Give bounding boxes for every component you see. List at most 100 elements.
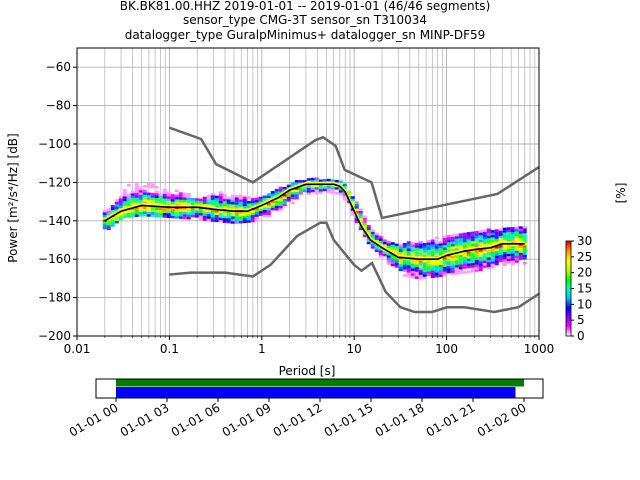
heatmap-cell bbox=[182, 214, 187, 217]
colorbar-label: [%] bbox=[614, 183, 628, 204]
heatmap-cell bbox=[414, 273, 419, 277]
heatmap-cell bbox=[518, 245, 523, 248]
heatmap-cell bbox=[366, 239, 371, 242]
heatmap-cell bbox=[258, 213, 263, 216]
heatmap-cell bbox=[182, 195, 187, 198]
heatmap-cell bbox=[134, 214, 139, 217]
heatmap-cell bbox=[510, 226, 515, 230]
heatmap-cell bbox=[110, 209, 115, 213]
heatmap-cell bbox=[494, 238, 499, 242]
heatmap-cell bbox=[230, 216, 235, 219]
heatmap-cell bbox=[258, 211, 263, 214]
coverage-tick-label: 01-01 09 bbox=[220, 400, 274, 439]
heatmap-cell bbox=[354, 208, 359, 212]
heatmap-cell bbox=[514, 245, 519, 249]
heatmap-cell bbox=[466, 263, 471, 266]
heatmap-cell bbox=[426, 261, 431, 265]
heatmap-cell bbox=[122, 193, 127, 197]
heatmap-cell bbox=[226, 213, 231, 217]
heatmap-cell bbox=[278, 189, 283, 192]
heatmap-cell bbox=[522, 257, 527, 260]
heatmap-cell bbox=[182, 197, 187, 200]
heatmap-cell bbox=[486, 252, 491, 256]
colorbar-segment bbox=[566, 264, 571, 267]
heatmap-cell bbox=[518, 255, 523, 258]
heatmap-cell bbox=[118, 203, 123, 206]
heatmap-cell bbox=[250, 214, 255, 218]
heatmap-cell bbox=[310, 189, 315, 193]
heatmap-cell bbox=[482, 229, 487, 232]
heatmap-cell bbox=[438, 262, 443, 265]
heatmap-cell bbox=[510, 236, 515, 240]
heatmap-cell bbox=[482, 234, 487, 237]
heatmap-cell bbox=[354, 203, 359, 207]
heatmap-cell bbox=[122, 205, 127, 209]
heatmap-cell bbox=[458, 242, 463, 246]
heatmap-cell bbox=[298, 180, 303, 183]
heatmap-cell bbox=[246, 220, 251, 223]
heatmap-cell bbox=[358, 218, 363, 221]
heatmap-cell bbox=[422, 255, 427, 258]
heatmap-cell bbox=[218, 215, 223, 218]
heatmap-cell bbox=[402, 259, 407, 263]
heatmap-cell bbox=[134, 200, 139, 203]
heatmap-cell bbox=[146, 206, 151, 210]
heatmap-cell bbox=[146, 182, 151, 186]
colorbar-segment bbox=[566, 263, 571, 266]
heatmap-cell bbox=[170, 199, 175, 202]
heatmap-cell bbox=[202, 215, 207, 219]
heatmap-cell bbox=[502, 246, 507, 250]
heatmap-cell bbox=[274, 205, 279, 209]
heatmap-cell bbox=[190, 212, 195, 215]
heatmap-cell bbox=[122, 198, 127, 202]
colorbar-segment bbox=[566, 312, 571, 315]
heatmap-cell bbox=[138, 192, 143, 195]
colorbar-segment bbox=[566, 282, 571, 285]
heatmap-cell bbox=[262, 197, 267, 201]
heatmap-cell bbox=[430, 241, 435, 245]
heatmap-cell bbox=[494, 236, 499, 239]
heatmap-cell bbox=[422, 247, 427, 251]
heatmap-cell bbox=[150, 214, 155, 217]
heatmap-cell bbox=[126, 193, 131, 197]
heatmap-cell bbox=[402, 252, 407, 256]
heatmap-cell bbox=[510, 253, 515, 256]
heatmap-cell bbox=[150, 195, 155, 198]
heatmap-cell bbox=[434, 248, 439, 252]
heatmap-cell bbox=[122, 191, 127, 195]
heatmap-cell bbox=[334, 191, 339, 195]
heatmap-cell bbox=[306, 190, 311, 193]
heatmap-cell bbox=[350, 198, 355, 202]
heatmap-cell bbox=[410, 263, 415, 267]
heatmap-cell bbox=[458, 238, 463, 241]
heatmap-cell bbox=[294, 180, 299, 183]
heatmap-cell bbox=[458, 262, 463, 265]
title-line-1: BK.BK81.00.HHZ 2019-01-01 -- 2019-01-01 … bbox=[120, 0, 491, 13]
heatmap-cell bbox=[146, 197, 151, 200]
heatmap-cell bbox=[438, 274, 443, 277]
colorbar-segment bbox=[566, 302, 571, 305]
heatmap-cell bbox=[478, 263, 483, 267]
heatmap-cell bbox=[218, 193, 223, 197]
heatmap-cell bbox=[506, 236, 511, 240]
colorbar-segment bbox=[566, 280, 571, 283]
heatmap-cell bbox=[270, 205, 275, 208]
colorbar-segment bbox=[566, 283, 571, 286]
heatmap-cell bbox=[198, 198, 203, 202]
heatmap-cell bbox=[446, 266, 451, 269]
heatmap-cell bbox=[394, 262, 399, 266]
heatmap-cell bbox=[226, 206, 231, 209]
heatmap-cell bbox=[474, 259, 479, 263]
heatmap-cell bbox=[130, 212, 135, 215]
heatmap-cell bbox=[246, 200, 251, 204]
heatmap-cell bbox=[186, 197, 191, 201]
heatmap-cell bbox=[506, 241, 511, 245]
heatmap-cell bbox=[162, 188, 167, 192]
heatmap-cell bbox=[110, 219, 115, 222]
heatmap-cell bbox=[438, 240, 443, 244]
heatmap-cell bbox=[482, 246, 487, 249]
colorbar-segment bbox=[566, 315, 571, 318]
heatmap-cell bbox=[518, 231, 523, 234]
heatmap-cell bbox=[122, 201, 127, 204]
heatmap-cell bbox=[186, 214, 191, 218]
